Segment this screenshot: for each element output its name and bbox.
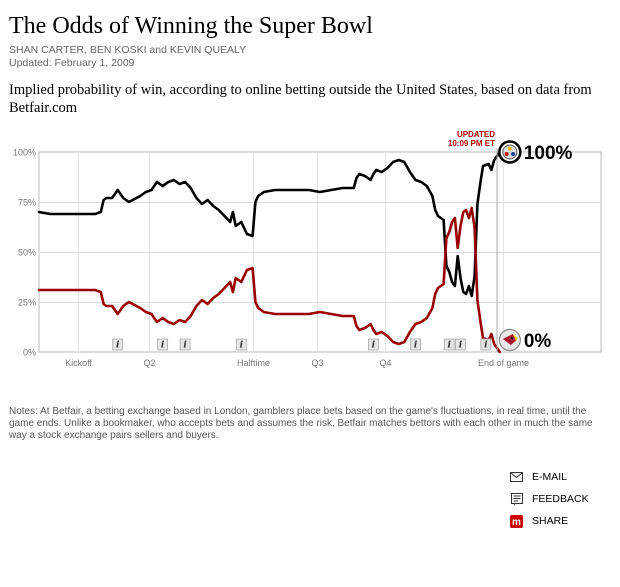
chart-grid	[38, 151, 602, 353]
info-marker: i	[410, 338, 421, 351]
updated-date: Updated: February 1, 2009	[9, 57, 135, 69]
info-marker: i	[455, 338, 466, 351]
x-tick-label: Q3	[311, 358, 323, 368]
info-marker-label: i	[414, 341, 418, 351]
info-marker-box	[367, 338, 379, 351]
info-marker: i	[443, 338, 455, 351]
y-tick-label: 50%	[18, 248, 36, 258]
x-tick-label: End of game	[478, 358, 529, 368]
x-tick-label: Q2	[143, 358, 155, 368]
info-marker: i	[367, 338, 379, 351]
svg-text:m: m	[512, 517, 521, 528]
cardinals-logo-icon	[498, 328, 521, 352]
x-tick-label: Halftime	[237, 358, 270, 368]
email-label: E-MAIL	[532, 471, 568, 483]
odds-chart: 0% 25% 50% 75% 100% Kickoff Q2 Halftime Q3 Q4 End…	[13, 130, 602, 368]
update-note-line2: 10:09 PM ET	[448, 139, 495, 148]
share-link[interactable]: m SHARE	[510, 510, 589, 532]
share-label: SHARE	[532, 515, 569, 527]
info-marker-box	[480, 338, 492, 351]
byline: SHAN CARTER, BEN KOSKI and KEVIN QUEALY	[9, 44, 247, 56]
info-marker-box	[443, 338, 455, 351]
info-marker-box	[157, 338, 169, 351]
feedback-link[interactable]: FEEDBACK	[510, 488, 589, 510]
info-marker-label: i	[161, 341, 165, 351]
info-marker: i	[179, 338, 191, 351]
steelers-line	[37, 150, 502, 298]
update-note-line1: UPDATED	[457, 130, 495, 139]
x-axis-ticks: Kickoff Q2 Halftime Q3 Q4 End of game	[65, 358, 529, 368]
info-marker-box	[410, 338, 421, 351]
info-marker: i	[235, 338, 247, 351]
y-axis-ticks: 0% 25% 50% 75% 100%	[13, 148, 36, 358]
y-tick-label: 0%	[23, 348, 36, 358]
info-marker-label: i	[183, 341, 187, 351]
y-tick-label: 100%	[13, 148, 36, 158]
top-end-label: 100%	[524, 143, 573, 164]
info-marker-box	[179, 338, 191, 351]
bottom-end-label: 0%	[524, 331, 552, 352]
info-marker: i	[157, 338, 169, 351]
info-marker-label: i	[459, 341, 463, 351]
cardinals-line	[37, 206, 502, 354]
info-marker-label: i	[448, 341, 452, 351]
tools-panel: E-MAIL FEEDBACK m SHARE	[510, 466, 589, 532]
y-tick-label: 25%	[18, 298, 36, 308]
y-tick-label: 75%	[18, 198, 36, 208]
info-marker-box	[455, 338, 466, 351]
chart-lines	[37, 150, 502, 354]
info-marker-box	[112, 338, 124, 351]
email-link[interactable]: E-MAIL	[510, 466, 589, 488]
x-tick-label: Kickoff	[65, 358, 92, 368]
info-marker-box	[235, 338, 247, 351]
steelers-logo-icon	[498, 140, 522, 164]
feedback-icon	[510, 492, 523, 506]
info-marker-label: i	[484, 341, 488, 351]
chart-description: Implied probability of win, according to…	[9, 82, 592, 116]
info-marker-label: i	[240, 341, 244, 351]
info-marker: i	[480, 338, 492, 351]
share-icon: m	[510, 514, 523, 528]
feedback-label: FEEDBACK	[532, 493, 589, 505]
info-marker-label: i	[116, 341, 120, 351]
envelope-icon	[510, 471, 523, 484]
info-marker-label: i	[372, 341, 376, 351]
chart-notes: Notes: At Betfair, a betting exchange ba…	[9, 406, 593, 441]
page-title: The Odds of Winning the Super Bowl	[9, 13, 373, 39]
x-tick-label: Q4	[379, 358, 391, 368]
info-marker: i	[112, 338, 124, 351]
